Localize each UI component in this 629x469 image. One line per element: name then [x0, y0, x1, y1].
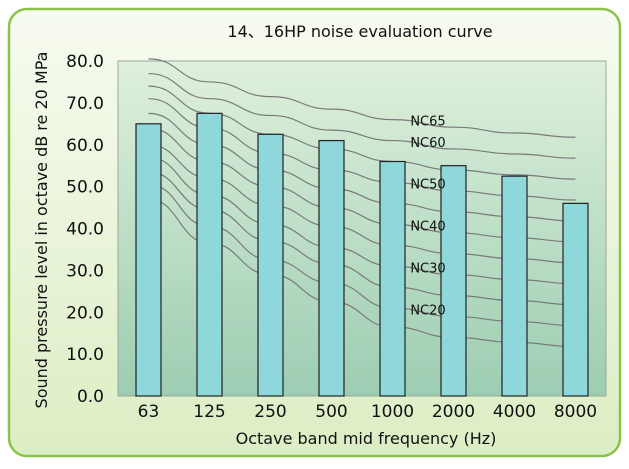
plot-area — [117, 60, 607, 397]
bars — [135, 112, 589, 397]
nc-label-nc20: NC20 — [410, 303, 445, 318]
y-tick-label: 0.0 — [77, 387, 104, 407]
nc-label-nc40: NC40 — [410, 220, 445, 235]
bar-4000 — [501, 175, 528, 397]
x-tick-label: 1000 — [371, 402, 414, 422]
nc-curve-nc60 — [148, 72, 576, 159]
x-tick-label: 4000 — [493, 402, 536, 422]
y-axis-title: Sound pressure level in octave dB re 20 … — [32, 52, 51, 409]
y-tick-label: 40.0 — [66, 220, 104, 240]
bar-1000 — [379, 160, 406, 397]
x-tick-label: 250 — [254, 402, 286, 422]
chart-title: 14、16HP noise evaluation curve — [227, 22, 492, 41]
y-tick-label: 20.0 — [66, 303, 104, 323]
nc-labels: NC65 NC60 NC50 NC40 NC30 NC20 — [410, 114, 445, 318]
x-tick-label: 63 — [138, 402, 160, 422]
x-tick-label: 8000 — [554, 402, 597, 422]
x-tick-label: 125 — [193, 402, 225, 422]
nc-label-nc30: NC30 — [410, 261, 445, 276]
x-tick-label: 2000 — [432, 402, 475, 422]
y-tick-label: 30.0 — [66, 261, 104, 281]
x-axis-ticks: 63 125 250 500 1000 2000 4000 8000 — [138, 402, 597, 422]
bar-125 — [196, 112, 223, 397]
bar-2000 — [440, 165, 467, 397]
bar-500 — [318, 139, 345, 397]
nc-label-nc50: NC50 — [410, 178, 445, 193]
bar-8000 — [562, 202, 589, 397]
nc-curve-nc65 — [148, 58, 576, 138]
y-tick-label: 50.0 — [66, 178, 104, 198]
x-tick-label: 500 — [315, 402, 347, 422]
y-tick-label: 10.0 — [66, 345, 104, 365]
x-axis-title: Octave band mid frequency (Hz) — [236, 429, 497, 448]
y-axis-ticks: 0.0 10.0 20.0 30.0 40.0 50.0 60.0 70.0 80.0 — [66, 52, 104, 407]
bar-63 — [135, 123, 162, 397]
y-tick-label: 60.0 — [66, 136, 104, 156]
bar-250 — [257, 133, 284, 397]
y-tick-label: 70.0 — [66, 94, 104, 114]
y-tick-label: 80.0 — [66, 52, 104, 72]
nc-label-nc65: NC65 — [410, 114, 445, 129]
nc-label-nc60: NC60 — [410, 136, 445, 151]
